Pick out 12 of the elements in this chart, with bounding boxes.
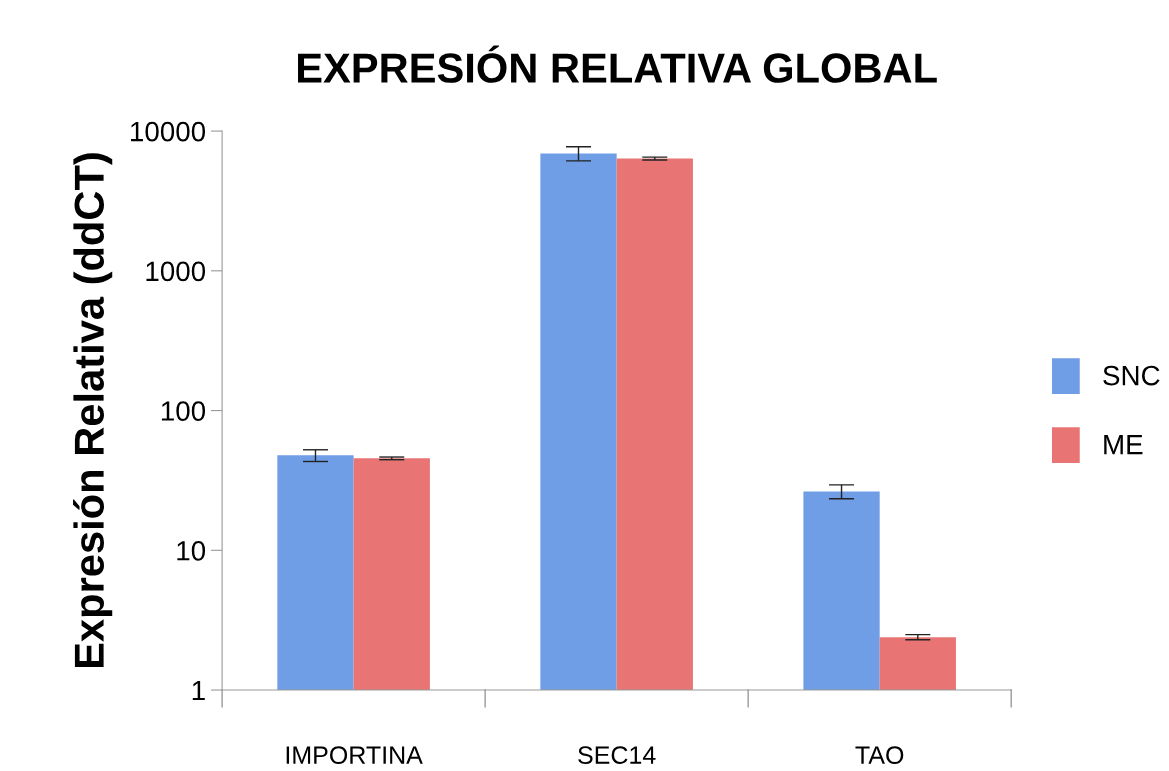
x-tick-label: TAO xyxy=(855,746,904,764)
legend-label: SNC xyxy=(1103,365,1160,386)
y-tick-label: 10000 xyxy=(131,121,206,142)
y-tick-label: 1000 xyxy=(146,261,206,282)
chart-title: EXPRESIÓN RELATIVA GLOBAL xyxy=(298,45,937,83)
y-tick-label: 100 xyxy=(161,401,206,421)
legend-label: ME xyxy=(1104,435,1143,455)
y-axis-title: Expresión Relativa (ddCT) xyxy=(73,153,113,668)
x-tick-label: SEC14 xyxy=(578,746,656,764)
x-tick-label: IMPORTINA xyxy=(286,746,423,764)
y-tick-label: 1 xyxy=(192,681,205,701)
y-tick-label: 10 xyxy=(177,540,206,561)
